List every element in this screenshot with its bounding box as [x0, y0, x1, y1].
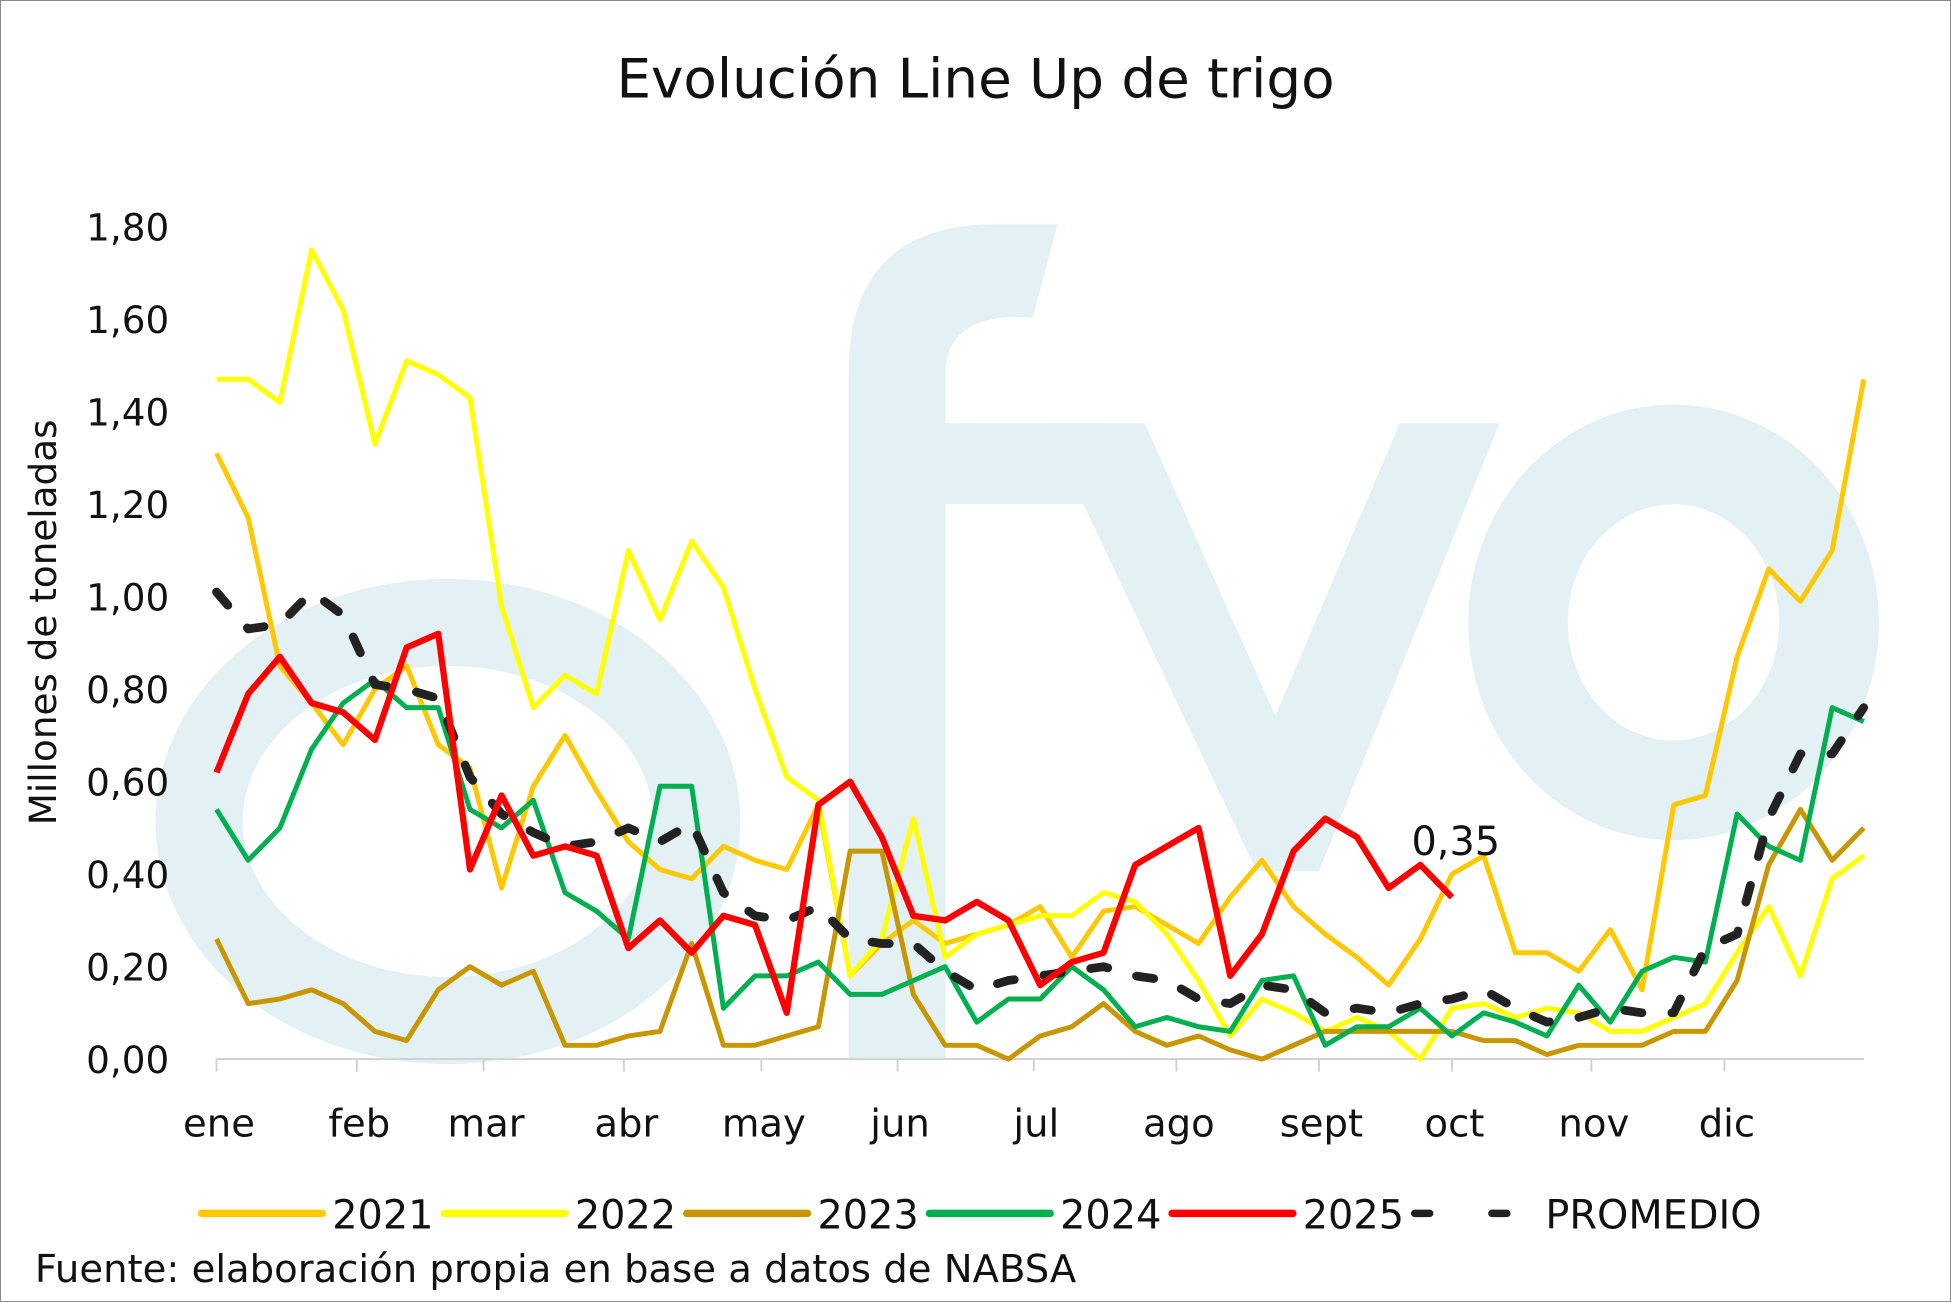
- x-tick-label-jul: jul: [1012, 1101, 1059, 1146]
- legend-label-2021: 2021: [332, 1192, 433, 1238]
- series-line-2025: [213, 630, 1455, 1016]
- y-axis-label: Millones de toneladas: [21, 419, 65, 825]
- legend-label-2025: 2025: [1303, 1192, 1404, 1238]
- watermark-letter-y: [1045, 423, 1500, 872]
- watermark-logo: [155, 224, 1879, 1065]
- legend-label-2023: 2023: [817, 1192, 918, 1238]
- legend-label-2022: 2022: [575, 1192, 676, 1238]
- y-tick-label: 1,40: [86, 390, 169, 434]
- y-tick-label: 0,20: [86, 945, 169, 989]
- legend: 2021 2022 2023 2024 2025 PROMEDIO: [197, 1192, 1762, 1238]
- series-line-promedio: [212, 587, 1869, 1027]
- y-tick-label: 0,80: [86, 668, 169, 712]
- series-line-2022: [216, 247, 1866, 1062]
- y-tick-label: 0,60: [86, 760, 169, 804]
- y-tick-label: 1,20: [86, 483, 169, 527]
- x-tick-label-jun: jun: [869, 1101, 930, 1146]
- data-label-2025-last: 0,35: [1411, 819, 1500, 865]
- x-tick-label-abr: abr: [594, 1101, 658, 1146]
- x-tick-label-dic: dic: [1699, 1101, 1755, 1146]
- x-tick-label-ene: ene: [183, 1101, 255, 1146]
- legend-label-promedio: PROMEDIO: [1545, 1192, 1761, 1238]
- watermark-letter-o: [1468, 404, 1879, 841]
- series-line-2021: [214, 378, 1867, 993]
- x-tick-label-may: may: [722, 1101, 806, 1146]
- y-tick-label: 0,00: [86, 1038, 169, 1082]
- watermark-letter-f: [848, 224, 1095, 1060]
- x-tick-label-nov: nov: [1558, 1101, 1629, 1146]
- x-tick-label-oct: oct: [1425, 1101, 1485, 1146]
- y-tick-label: 0,40: [86, 853, 169, 897]
- y-tick-label: 1,00: [86, 575, 169, 619]
- y-tick-label: 1,80: [86, 205, 169, 249]
- series-line-2023: [214, 806, 1866, 1062]
- y-tick-label: 1,60: [86, 298, 169, 342]
- x-tick-label-sept: sept: [1280, 1101, 1363, 1146]
- legend-label-2024: 2024: [1060, 1192, 1161, 1238]
- x-tick-label-mar: mar: [448, 1101, 525, 1146]
- source-note: Fuente: elaboración propia en base a dat…: [35, 1247, 1077, 1292]
- x-tick-label-ago: ago: [1143, 1101, 1215, 1146]
- x-tick-label-feb: feb: [328, 1101, 390, 1146]
- watermark-ring-left: [155, 578, 741, 1065]
- chart-title: Evolución Line Up de trigo: [616, 46, 1334, 110]
